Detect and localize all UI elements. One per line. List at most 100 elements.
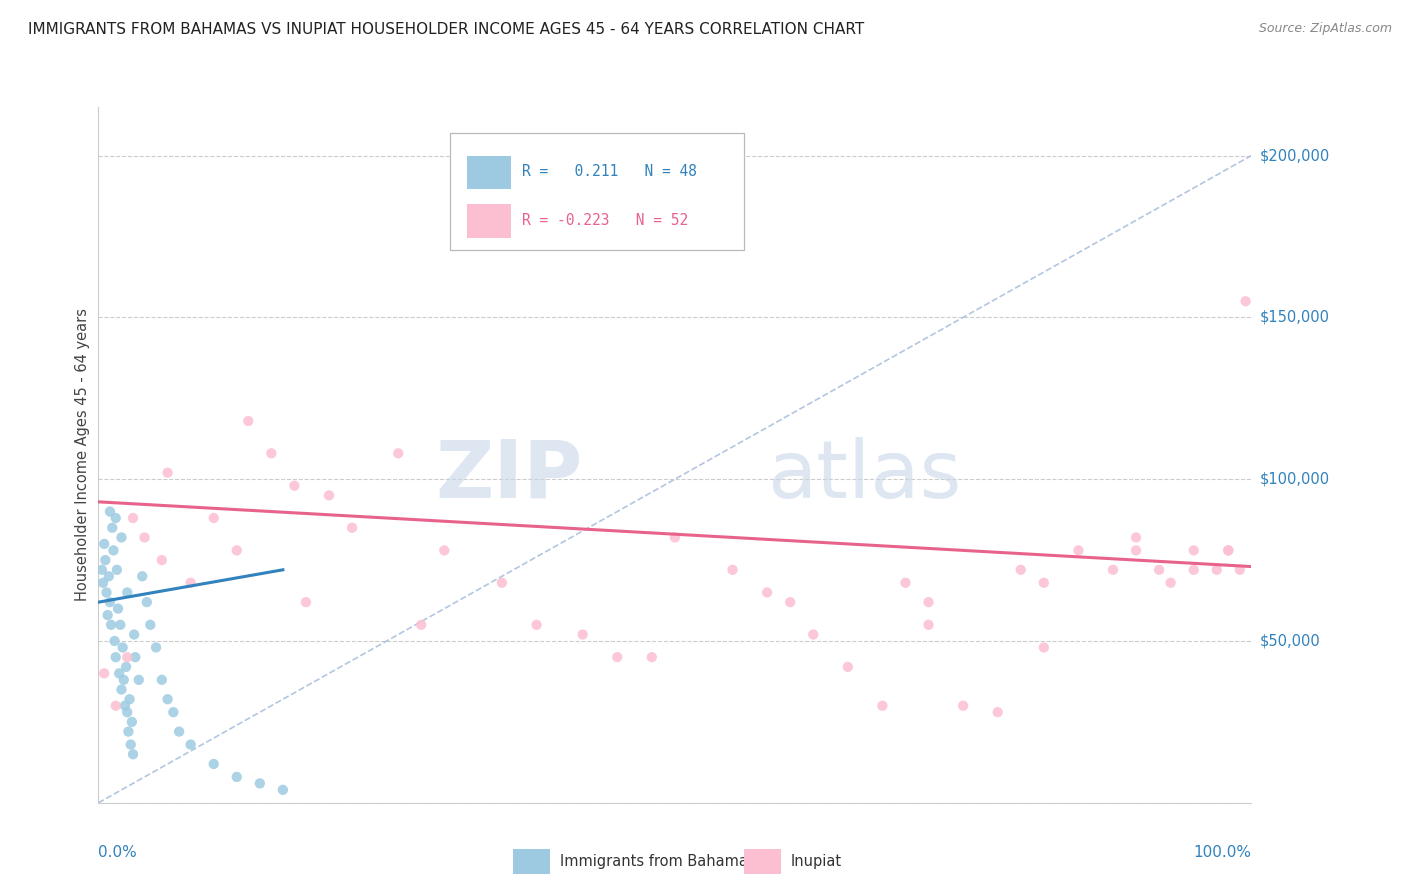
Point: [1102, 563, 1125, 577]
Text: 100.0%: 100.0%: [1194, 845, 1251, 860]
Point: [756, 585, 779, 599]
Point: [90, 563, 112, 577]
Point: [260, 446, 283, 460]
Point: [526, 617, 548, 632]
Point: [952, 698, 974, 713]
Point: [145, 640, 167, 655]
Point: [97, 569, 120, 583]
Text: ZIP: ZIP: [436, 437, 582, 515]
Point: [801, 627, 824, 641]
Bar: [744, 849, 780, 874]
Text: Source: ZipAtlas.com: Source: ZipAtlas.com: [1258, 22, 1392, 36]
Point: [134, 531, 156, 545]
Point: [122, 511, 145, 525]
Point: [1182, 543, 1205, 558]
Point: [664, 531, 686, 545]
Point: [411, 617, 433, 632]
Text: Immigrants from Bahamas: Immigrants from Bahamas: [560, 855, 755, 870]
Point: [225, 770, 247, 784]
Point: [167, 724, 190, 739]
Point: [104, 511, 127, 525]
Point: [100, 617, 122, 632]
Point: [117, 585, 139, 599]
Text: $50,000: $50,000: [1260, 633, 1320, 648]
Point: [1010, 563, 1032, 577]
Point: [1234, 294, 1257, 309]
Point: [115, 660, 138, 674]
Point: [987, 705, 1010, 719]
Point: [318, 488, 340, 502]
Point: [121, 714, 143, 729]
Point: [837, 660, 859, 674]
Point: [872, 698, 894, 713]
Point: [124, 650, 146, 665]
Point: [103, 634, 125, 648]
Point: [94, 553, 117, 567]
Text: $150,000: $150,000: [1260, 310, 1330, 325]
Point: [249, 776, 271, 790]
Point: [1182, 563, 1205, 577]
Point: [128, 673, 150, 687]
Point: [118, 692, 141, 706]
Text: $200,000: $200,000: [1260, 148, 1330, 163]
Point: [104, 698, 127, 713]
Y-axis label: Householder Income Ages 45 - 64 years: Householder Income Ages 45 - 64 years: [75, 309, 90, 601]
Point: [1147, 563, 1170, 577]
Point: [105, 563, 128, 577]
Text: R =   0.211   N = 48: R = 0.211 N = 48: [522, 164, 696, 179]
Text: IMMIGRANTS FROM BAHAMAS VS INUPIAT HOUSEHOLDER INCOME AGES 45 - 64 YEARS CORRELA: IMMIGRANTS FROM BAHAMAS VS INUPIAT HOUSE…: [28, 22, 865, 37]
Bar: [467, 204, 512, 238]
Point: [103, 543, 125, 558]
Point: [98, 595, 121, 609]
Point: [238, 414, 260, 428]
Point: [91, 575, 114, 590]
Point: [150, 673, 173, 687]
Point: [225, 543, 247, 558]
Point: [93, 537, 115, 551]
Point: [110, 682, 132, 697]
Point: [112, 673, 135, 687]
Point: [114, 698, 136, 713]
Point: [433, 543, 456, 558]
Point: [491, 575, 513, 590]
Point: [96, 585, 118, 599]
Point: [98, 504, 121, 518]
Point: [150, 553, 173, 567]
Point: [917, 595, 939, 609]
Point: [117, 705, 139, 719]
Point: [387, 446, 409, 460]
Point: [110, 531, 132, 545]
Point: [283, 478, 305, 492]
Point: [1125, 531, 1147, 545]
Point: [1229, 563, 1251, 577]
Point: [641, 650, 664, 665]
Point: [97, 608, 120, 623]
Point: [162, 705, 184, 719]
Text: atlas: atlas: [768, 437, 962, 515]
Point: [156, 466, 179, 480]
Point: [180, 575, 202, 590]
Point: [139, 617, 162, 632]
Point: [917, 617, 939, 632]
Point: [108, 666, 131, 681]
Point: [156, 692, 179, 706]
FancyBboxPatch shape: [450, 133, 744, 250]
Point: [1067, 543, 1090, 558]
Text: Inupiat: Inupiat: [790, 855, 841, 870]
Point: [1205, 563, 1227, 577]
Text: 0.0%: 0.0%: [98, 845, 138, 860]
Point: [122, 747, 145, 762]
Point: [111, 640, 134, 655]
Point: [606, 650, 628, 665]
Point: [117, 650, 139, 665]
Point: [117, 724, 139, 739]
Point: [571, 627, 593, 641]
Point: [202, 756, 225, 771]
Point: [1218, 543, 1240, 558]
Point: [131, 569, 153, 583]
Bar: [467, 156, 512, 189]
Point: [107, 601, 129, 615]
Point: [779, 595, 801, 609]
Point: [104, 650, 127, 665]
Point: [1032, 575, 1054, 590]
